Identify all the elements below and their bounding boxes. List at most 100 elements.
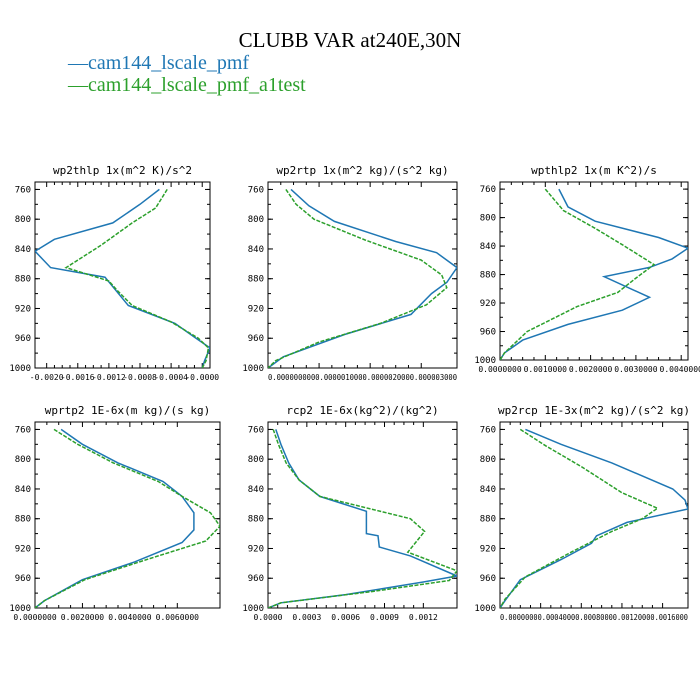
series-line-1 bbox=[35, 428, 220, 608]
y-tick-label: 960 bbox=[248, 574, 264, 584]
figure-title: CLUBB VAR at240E,30N bbox=[238, 28, 462, 52]
x-tick-label: 0.0040000 bbox=[660, 365, 700, 374]
plot-frame bbox=[499, 181, 689, 361]
legend-label: cam144_lscale_pmf_a1test bbox=[88, 74, 306, 96]
legend-label: cam144_lscale_pmf bbox=[88, 52, 250, 74]
y-tick-label: 960 bbox=[15, 574, 31, 584]
series-line-1 bbox=[268, 188, 448, 368]
y-tick-label: 880 bbox=[15, 275, 31, 285]
y-tick-label: 920 bbox=[248, 304, 264, 314]
plot-frame bbox=[267, 421, 458, 609]
y-tick-label: 920 bbox=[480, 544, 496, 554]
x-tick-label: 0.0010000 bbox=[524, 365, 568, 374]
y-tick-label: 840 bbox=[480, 485, 496, 495]
x-tick-label: -0.0008 bbox=[123, 373, 157, 382]
figure-header: CLUBB VAR at240E,30N —cam144_lscale_pmf … bbox=[0, 0, 700, 110]
y-tick-label: 840 bbox=[248, 485, 264, 495]
plot-frame bbox=[499, 421, 689, 609]
panel-4: rcp2 1E-6x(kg^2)/(kg^2) 760 800 840 880 920 96… bbox=[242, 404, 458, 622]
x-tick-label: -0.0016 bbox=[61, 373, 95, 382]
y-tick-label: 880 bbox=[248, 515, 264, 525]
y-tick-label: 760 bbox=[480, 185, 496, 195]
y-tick-label: 760 bbox=[248, 425, 264, 435]
series-line-0 bbox=[500, 428, 688, 608]
series-line-0 bbox=[500, 188, 688, 360]
x-tick-label: 0.0006 bbox=[331, 613, 360, 622]
series-line-0 bbox=[268, 429, 457, 608]
y-tick-label: 880 bbox=[248, 275, 264, 285]
y-tick-label: 800 bbox=[480, 214, 496, 224]
plot-frame bbox=[267, 181, 458, 369]
x-tick-label: 0.0020000 bbox=[61, 613, 105, 622]
panel-3: wprtp2 1E-6x(m kg)/(s kg) 760 800 840 880 920… bbox=[9, 404, 221, 622]
y-tick-label: 960 bbox=[248, 334, 264, 344]
y-tick-label: 1000 bbox=[242, 364, 264, 374]
panel-title: wp2thlp 1x(m^2 K)/s^2 bbox=[53, 164, 192, 177]
y-tick-label: 1000 bbox=[9, 604, 31, 614]
y-tick-label: 800 bbox=[248, 455, 264, 465]
y-tick-label: 840 bbox=[248, 245, 264, 255]
legend-item-1: —cam144_lscale_pmf_a1test bbox=[68, 74, 306, 96]
panel-title: wpthlp2 1x(m K^2)/s bbox=[531, 164, 657, 177]
y-tick-label: 960 bbox=[480, 328, 496, 338]
x-tick-labels: 0.0000000000.0000010000.0000020000.00000… bbox=[268, 373, 457, 382]
panel-title: wprtp2 1E-6x(m kg)/(s kg) bbox=[45, 404, 211, 417]
x-tick-label: 0.0000000 bbox=[478, 365, 522, 374]
series-line-1 bbox=[500, 188, 656, 360]
y-tick-label: 880 bbox=[480, 271, 496, 281]
plot-frame bbox=[34, 181, 211, 369]
x-tick-label: -0.0012 bbox=[92, 373, 126, 382]
y-tick-label: 1000 bbox=[474, 604, 496, 614]
y-tick-label: 1000 bbox=[242, 604, 264, 614]
panel-2: wpthlp2 1x(m K^2)/s 760 800 840 880 920 960 100… bbox=[474, 164, 700, 374]
x-tick-labels: 0.00000000.00040000.00080000.00120000.00… bbox=[500, 613, 688, 622]
y-tick-label: 840 bbox=[15, 485, 31, 495]
x-tick-label: 0.0003 bbox=[292, 613, 321, 622]
y-tick-label: 920 bbox=[248, 544, 264, 554]
series-line-1 bbox=[64, 189, 210, 368]
x-tick-label: -0.0000 bbox=[185, 373, 219, 382]
x-tick-label: 0.0000 bbox=[254, 613, 283, 622]
series-line-0 bbox=[35, 188, 210, 368]
x-tick-label: 0.0030000 bbox=[614, 365, 658, 374]
y-tick-label: 960 bbox=[15, 334, 31, 344]
y-tick-label: 1000 bbox=[9, 364, 31, 374]
x-tick-label: 0.0020000 bbox=[569, 365, 613, 374]
legend: —cam144_lscale_pmf —cam144_lscale_pmf_a1… bbox=[68, 52, 306, 96]
y-tick-label: 760 bbox=[15, 185, 31, 195]
y-tick-label: 920 bbox=[15, 544, 31, 554]
panel-0: wp2thlp 1x(m^2 K)/s^2 760 800 840 880 920 960 1… bbox=[9, 164, 219, 382]
x-tick-label: 0.0040000 bbox=[108, 613, 152, 622]
y-tick-label: 920 bbox=[15, 304, 31, 314]
y-tick-label: 760 bbox=[248, 185, 264, 195]
series-line-1 bbox=[500, 428, 660, 608]
y-tick-label: 840 bbox=[15, 245, 31, 255]
plot-frame bbox=[34, 421, 221, 609]
y-tick-label: 840 bbox=[480, 242, 496, 252]
x-tick-label: 0.0000000 bbox=[13, 613, 57, 622]
y-tick-label: 880 bbox=[480, 515, 496, 525]
y-tick-label: 800 bbox=[15, 455, 31, 465]
x-tick-label: -0.0004 bbox=[154, 373, 188, 382]
y-tick-label: 880 bbox=[15, 515, 31, 525]
series-line-0 bbox=[35, 428, 195, 608]
series-line-1 bbox=[268, 429, 457, 608]
x-tick-label: 0.0009 bbox=[370, 613, 399, 622]
y-tick-label: 760 bbox=[480, 425, 496, 435]
y-tick-label: 800 bbox=[15, 215, 31, 225]
x-tick-label: -0.0020 bbox=[30, 373, 64, 382]
panel-title: wp2rcp 1E-3x(m^2 kg)/(s^2 kg) bbox=[498, 404, 690, 417]
x-tick-label: 0.0060000 bbox=[156, 613, 200, 622]
y-tick-label: 760 bbox=[15, 425, 31, 435]
y-tick-label: 800 bbox=[480, 455, 496, 465]
legend-item-0: —cam144_lscale_pmf bbox=[68, 52, 306, 74]
y-tick-label: 920 bbox=[480, 299, 496, 309]
panel-5: wp2rcp 1E-3x(m^2 kg)/(s^2 kg)760 800 840 88… bbox=[474, 404, 690, 622]
panel-title: wp2rtp 1x(m^2 kg)/(s^2 kg) bbox=[276, 164, 448, 177]
y-tick-label: 960 bbox=[480, 574, 496, 584]
y-tick-label: 800 bbox=[248, 215, 264, 225]
x-tick-label: 0.0012 bbox=[409, 613, 438, 622]
panel-title: rcp2 1E-6x(kg^2)/(kg^2) bbox=[286, 404, 438, 417]
